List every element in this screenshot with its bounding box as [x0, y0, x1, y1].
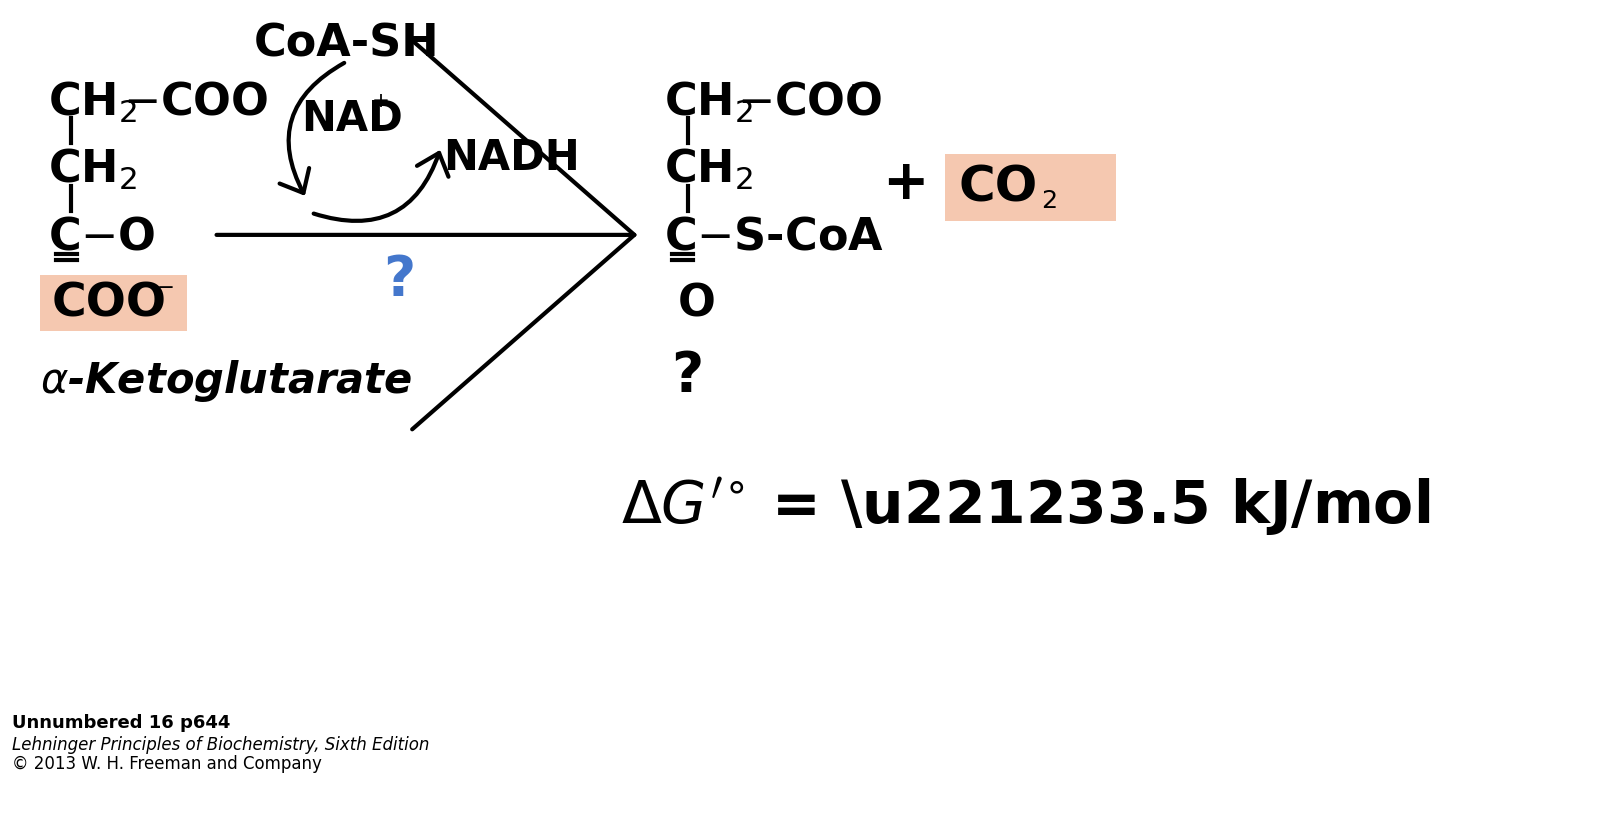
Text: Lehninger Principles of Biochemistry, Sixth Edition: Lehninger Principles of Biochemistry, Si…: [11, 736, 429, 754]
Text: CH$_2$: CH$_2$: [48, 79, 137, 125]
Text: COO: COO: [52, 282, 168, 327]
Text: $_2$: $_2$: [1040, 178, 1057, 212]
FancyArrowPatch shape: [313, 153, 448, 221]
Text: $^-$: $^-$: [845, 79, 868, 109]
Text: CH$_2$: CH$_2$: [48, 147, 137, 192]
Text: ?: ?: [671, 350, 703, 404]
Text: CoA-SH: CoA-SH: [253, 22, 439, 65]
Text: NAD: NAD: [302, 98, 403, 141]
Text: O: O: [677, 283, 716, 326]
Text: Unnumbered 16 p644: Unnumbered 16 p644: [11, 714, 231, 732]
Text: C$-$O: C$-$O: [48, 215, 156, 258]
Text: $-$COO: $-$COO: [737, 80, 882, 123]
FancyArrowPatch shape: [279, 63, 344, 193]
Text: C$-$S-CoA: C$-$S-CoA: [665, 215, 884, 258]
Text: CH$_2$: CH$_2$: [665, 79, 753, 125]
Text: CO: CO: [958, 164, 1037, 212]
Text: $^+$: $^+$: [366, 95, 389, 124]
Text: $^-$: $^-$: [235, 79, 256, 109]
FancyBboxPatch shape: [40, 275, 187, 331]
Text: © 2013 W. H. Freeman and Company: © 2013 W. H. Freeman and Company: [11, 756, 321, 773]
Text: $^-$: $^-$: [152, 282, 174, 311]
Text: $-$COO: $-$COO: [123, 80, 269, 123]
Text: ?: ?: [384, 253, 416, 307]
Text: $\alpha$-Ketoglutarate: $\alpha$-Ketoglutarate: [40, 358, 413, 404]
Text: $\Delta G'^{\circ}$ = \u221233.5 kJ/mol: $\Delta G'^{\circ}$ = \u221233.5 kJ/mol: [621, 476, 1431, 538]
Text: NADH: NADH: [444, 136, 579, 179]
Text: CH$_2$: CH$_2$: [665, 147, 753, 192]
FancyBboxPatch shape: [945, 154, 1116, 222]
Text: +: +: [882, 157, 929, 211]
